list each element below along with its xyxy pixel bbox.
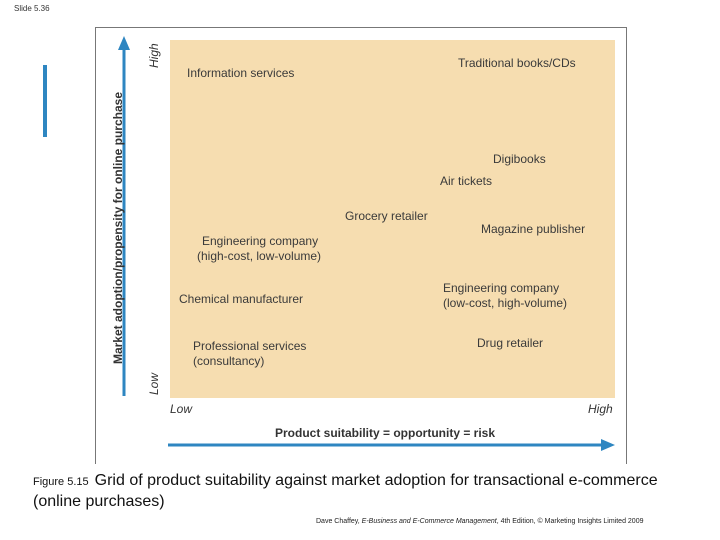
- item-professional-services: Professional services (consultancy): [193, 339, 306, 369]
- x-axis-low-label: Low: [170, 402, 193, 416]
- credit-author: Dave Chaffey,: [316, 518, 360, 525]
- item-grocery-retailer: Grocery retailer: [345, 209, 428, 223]
- slide-label: Slide 5.36: [14, 4, 50, 13]
- y-axis-title: Market adoption/propensity for online pu…: [111, 91, 125, 365]
- item-engineering-high-cost: Engineering company (high-cost, low-volu…: [197, 234, 321, 264]
- item-engineering-high-cost-line2: (high-cost, low-volume): [197, 249, 322, 263]
- source-credit: Dave Chaffey, E-Business and E-Commerce …: [316, 518, 643, 525]
- caption-text: Grid of product suitability against mark…: [33, 472, 658, 510]
- item-air-tickets: Air tickets: [440, 174, 493, 188]
- item-chemical-manufacturer: Chemical manufacturer: [179, 292, 304, 306]
- x-axis-arrow: [168, 439, 615, 451]
- item-professional-services-line2: (consultancy): [193, 354, 265, 368]
- y-axis-arrow: [118, 36, 130, 396]
- accent-bar: [43, 65, 47, 137]
- item-engineering-low-cost: Engineering company (low-cost, high-volu…: [443, 281, 567, 311]
- item-engineering-high-cost-line1: Engineering company: [202, 234, 319, 248]
- item-engineering-low-cost-line2: (low-cost, high-volume): [443, 296, 568, 310]
- credit-title: E-Business and E-Commerce Management: [361, 518, 497, 525]
- item-engineering-low-cost-line1: Engineering company: [443, 281, 560, 295]
- item-magazine-publisher: Magazine publisher: [481, 222, 586, 236]
- x-axis-high-label: High: [588, 402, 613, 416]
- credit-edition: , 4th Edition, © Marketing Insights Limi…: [496, 518, 644, 525]
- item-drug-retailer: Drug retailer: [477, 336, 544, 350]
- grid-panel: [170, 40, 615, 398]
- y-axis-high-label: High: [147, 43, 161, 68]
- x-axis-title: Product suitability = opportunity = risk: [275, 426, 496, 440]
- item-information-services: Information services: [187, 66, 295, 80]
- figure-caption: Figure 5.15 Grid of product suitability a…: [33, 471, 673, 512]
- figure-number: Figure 5.15: [33, 476, 89, 488]
- item-digibooks: Digibooks: [493, 152, 546, 166]
- item-professional-services-line1: Professional services: [193, 339, 307, 353]
- item-traditional-books: Traditional books/CDs: [458, 56, 576, 70]
- y-axis-low-label: Low: [147, 372, 161, 395]
